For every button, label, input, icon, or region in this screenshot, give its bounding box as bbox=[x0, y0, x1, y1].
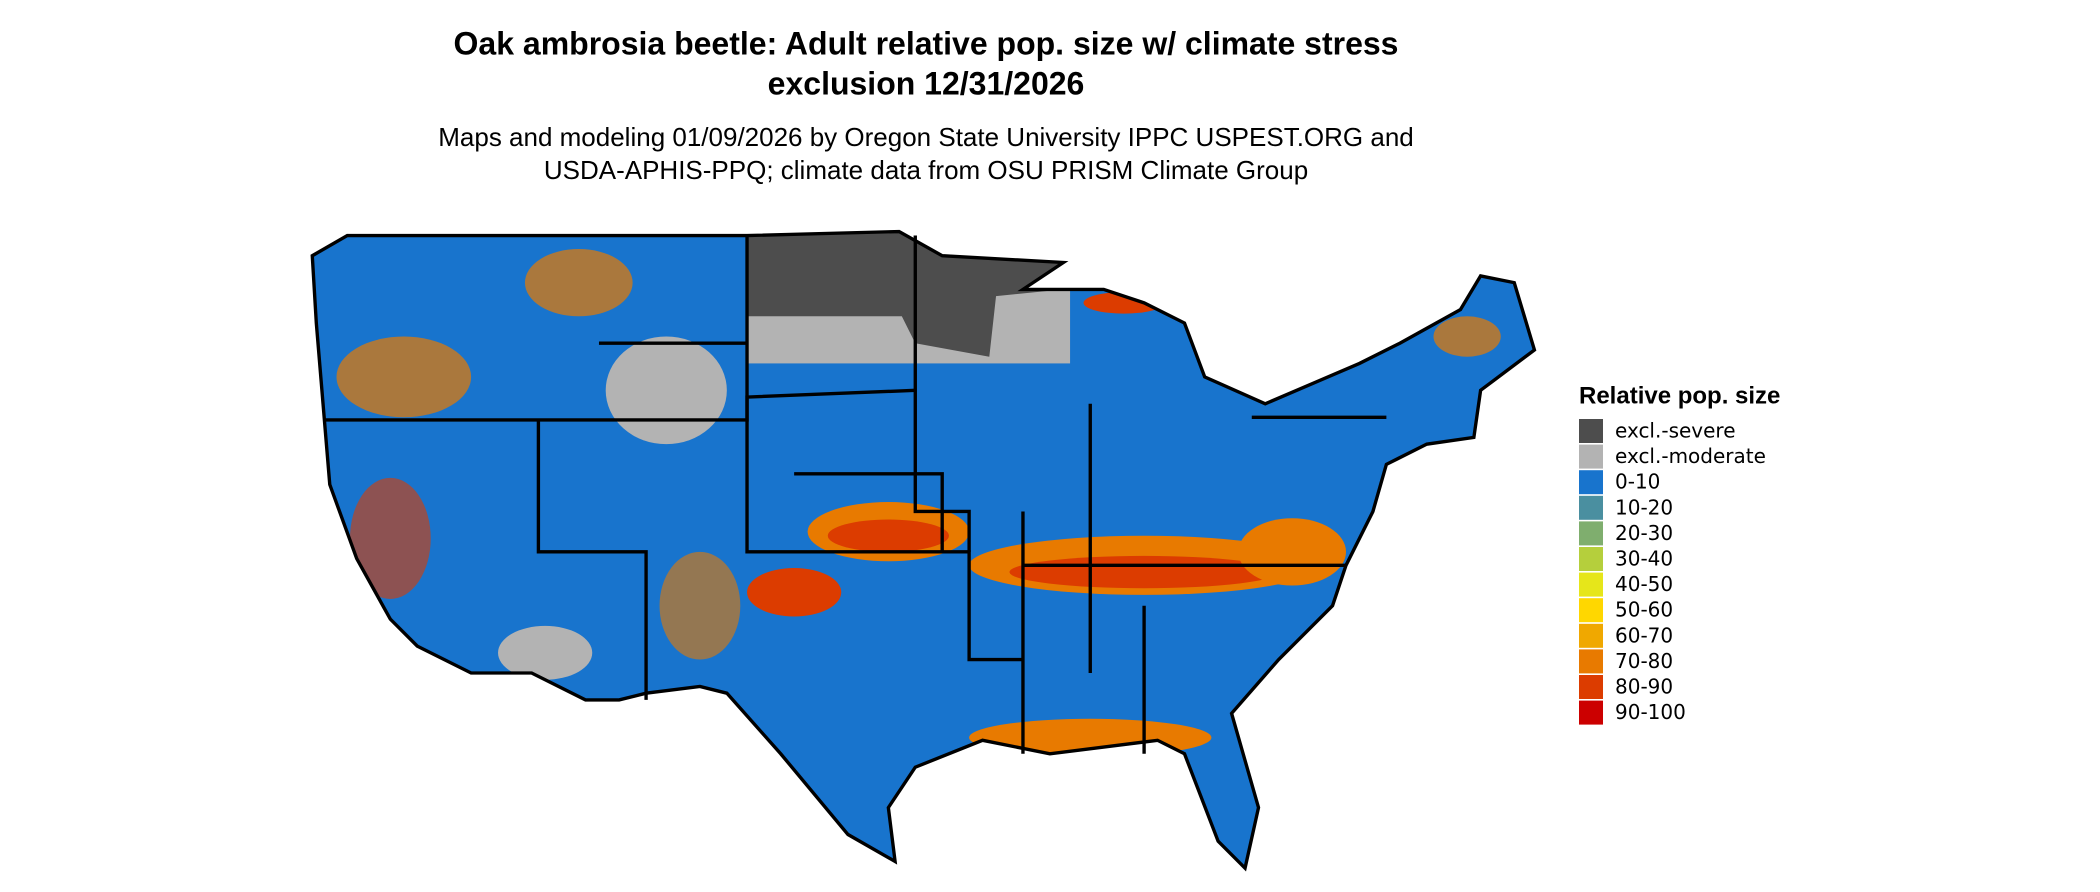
legend-label: 70-80 bbox=[1615, 649, 1673, 673]
title-line: exclusion 12/31/2026 bbox=[768, 65, 1085, 101]
title-line: Oak ambrosia beetle: Adult relative pop.… bbox=[454, 25, 1399, 61]
legend-label: 50-60 bbox=[1615, 598, 1673, 622]
us-map bbox=[310, 229, 1537, 870]
legend-label: excl.-moderate bbox=[1615, 444, 1766, 468]
legend-swatch bbox=[1579, 444, 1603, 469]
subtitle-line: USDA-APHIS-PPQ; climate data from OSU PR… bbox=[544, 155, 1308, 185]
legend-swatch bbox=[1579, 521, 1603, 546]
region-severe bbox=[747, 231, 1077, 357]
legend-swatch bbox=[1579, 572, 1603, 597]
region-moderate bbox=[498, 625, 593, 680]
legend-label: 10-20 bbox=[1615, 495, 1673, 519]
legend-label: 90-100 bbox=[1615, 700, 1686, 724]
region-high bbox=[1238, 518, 1346, 586]
legend-swatch bbox=[1579, 495, 1603, 520]
legend-swatch bbox=[1579, 419, 1603, 443]
legend-label: 40-50 bbox=[1615, 572, 1673, 596]
region-high bbox=[827, 519, 949, 552]
legend-swatch bbox=[1579, 649, 1603, 674]
region-high bbox=[349, 477, 431, 599]
region-high bbox=[524, 249, 633, 317]
legend-label: 30-40 bbox=[1615, 547, 1673, 571]
legend-swatch bbox=[1579, 700, 1603, 725]
legend-label: 80-90 bbox=[1615, 675, 1673, 699]
legend-label: 60-70 bbox=[1615, 623, 1673, 647]
legend-swatch bbox=[1579, 623, 1603, 648]
legend-label: 20-30 bbox=[1615, 521, 1673, 545]
legend-swatch bbox=[1579, 598, 1603, 623]
borders bbox=[310, 229, 1537, 870]
legend-label: 0-10 bbox=[1615, 470, 1660, 494]
region-high bbox=[747, 568, 842, 617]
legend: excl.-severeexcl.-moderate0-1010-2020-30… bbox=[1579, 419, 1766, 725]
legend-title: Relative pop. size bbox=[1579, 382, 1780, 409]
region-moderate bbox=[605, 336, 727, 445]
subtitle-line: Maps and modeling 01/09/2026 by Oregon S… bbox=[438, 122, 1414, 152]
region-high bbox=[1433, 316, 1501, 357]
legend-swatch bbox=[1579, 547, 1603, 571]
region-high bbox=[659, 551, 741, 660]
region-high bbox=[1009, 555, 1279, 589]
legend-label: excl.-severe bbox=[1615, 419, 1736, 443]
legend-swatch bbox=[1579, 675, 1603, 699]
legend-swatch bbox=[1579, 470, 1603, 495]
region-high bbox=[336, 336, 472, 418]
